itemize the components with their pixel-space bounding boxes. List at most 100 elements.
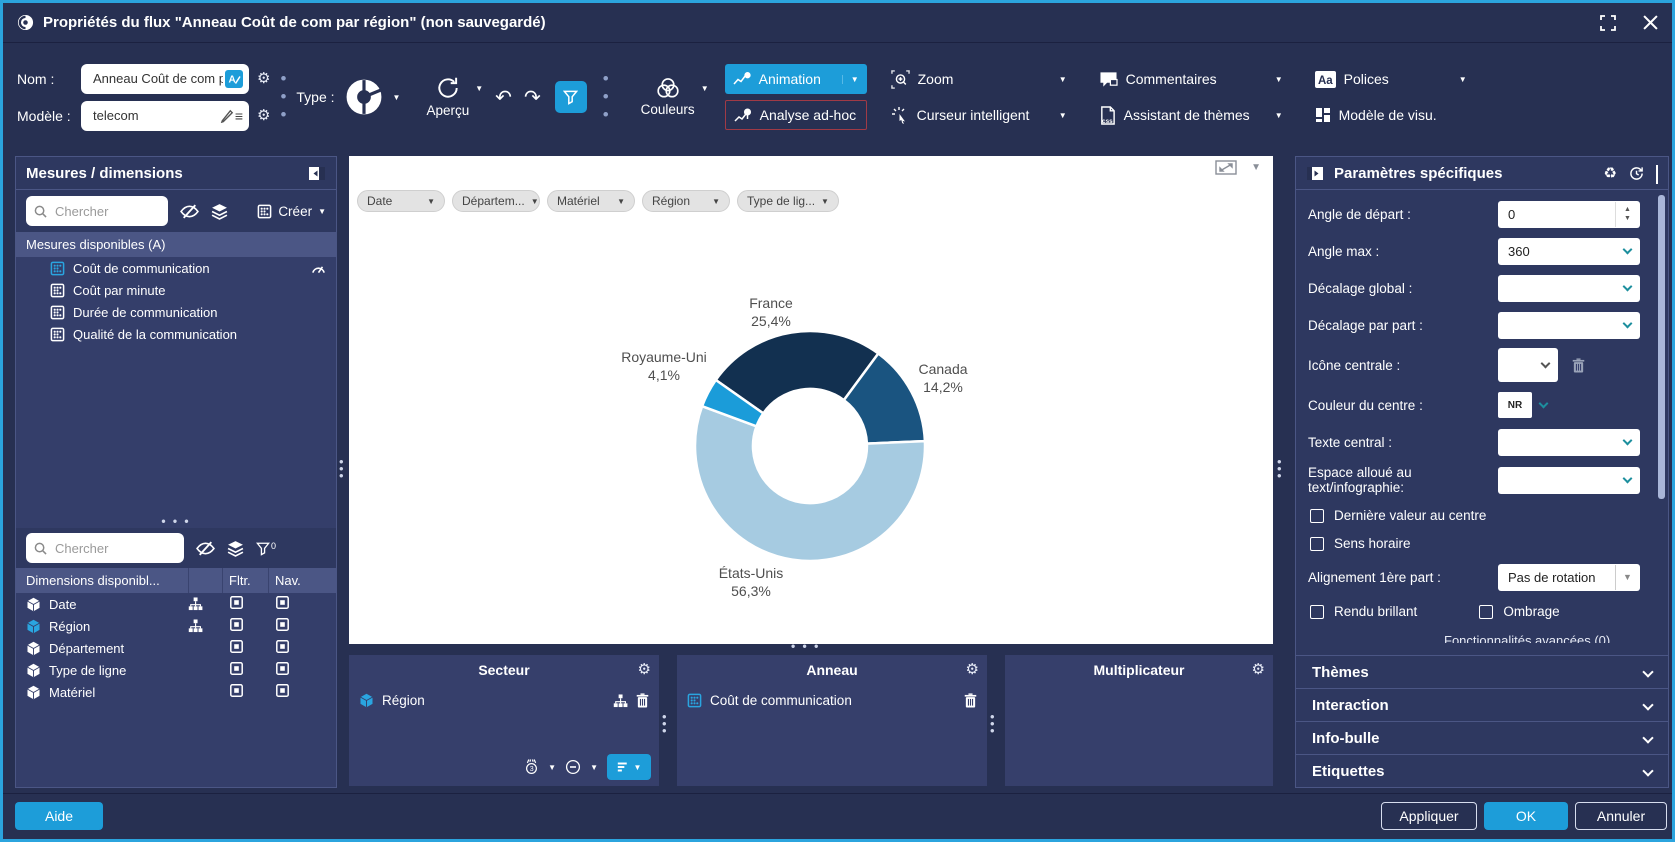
checkbox[interactable]: [1310, 508, 1324, 523]
dimension-row[interactable]: Département: [16, 637, 336, 659]
filter-pill[interactable]: Date ▼: [357, 190, 445, 212]
filter-pill[interactable]: Départem... ▼: [452, 190, 540, 212]
animation-button[interactable]: Animation ▼: [724, 64, 867, 94]
zoom-caret-icon[interactable]: ▼: [1058, 74, 1067, 84]
align-select[interactable]: Pas de rotation ▼: [1498, 563, 1640, 591]
dimension-row[interactable]: Date: [16, 593, 336, 615]
center-color-swatch[interactable]: NR: [1498, 392, 1532, 418]
topn-caret-icon[interactable]: ▼: [548, 762, 557, 772]
secteur-gear-icon[interactable]: ⚙: [637, 661, 651, 678]
nav-checkbox[interactable]: [276, 640, 289, 653]
polices-caret-icon[interactable]: ▼: [1458, 74, 1467, 84]
measure-row[interactable]: Durée de communication: [16, 301, 336, 323]
right-resize-handle[interactable]: • • •: [1277, 454, 1282, 484]
hide-icon[interactable]: [180, 204, 199, 219]
spinner-input[interactable]: 0 ▲ ▼: [1498, 200, 1640, 228]
chart-type-donut-icon[interactable]: [345, 78, 383, 116]
stepper-arrows[interactable]: ▲ ▼: [1615, 201, 1639, 227]
apercu-button[interactable]: Aperçu: [426, 76, 469, 118]
more-options-dots[interactable]: • • •: [602, 69, 609, 124]
section-info-bulle[interactable]: Info-bulle: [1296, 721, 1668, 754]
combo-input[interactable]: [1498, 274, 1640, 302]
collapse-section-icon[interactable]: [1656, 164, 1658, 184]
combo-input[interactable]: [1498, 428, 1640, 456]
history-icon[interactable]: [1629, 166, 1644, 181]
assistant-themes-button[interactable]: css Assistant de thèmes ▼: [1091, 100, 1291, 130]
secteur-bin[interactable]: Secteur ⚙ Région 3 ▼ ▼ ▼: [349, 655, 659, 786]
hierarchy-icon[interactable]: [188, 619, 222, 633]
aide-button[interactable]: Aide: [15, 802, 103, 830]
measure-row[interactable]: Coût de communication: [16, 257, 336, 279]
measure-row[interactable]: Coût par minute: [16, 279, 336, 301]
advanced-features-label[interactable]: Fonctionnalités avancées (0): [1444, 633, 1611, 643]
couleurs-button[interactable]: Couleurs: [641, 77, 695, 117]
dimension-row[interactable]: Région: [16, 615, 336, 637]
fltr-checkbox[interactable]: [230, 596, 243, 609]
donut-slice-Royaume-Uni[interactable]: [700, 378, 765, 428]
curseur-intelligent-button[interactable]: Curseur intelligent ▼: [883, 100, 1075, 130]
icon-select[interactable]: [1498, 348, 1558, 382]
annuler-button[interactable]: Annuler: [1575, 802, 1667, 830]
sort-button[interactable]: ▼: [607, 754, 651, 780]
multiplicateur-bin[interactable]: Multiplicateur ⚙: [1005, 655, 1273, 786]
fltr-checkbox[interactable]: [230, 618, 243, 631]
fltr-checkbox[interactable]: [230, 640, 243, 653]
anneau-gear-icon[interactable]: ⚙: [965, 661, 979, 678]
topn-medal-icon[interactable]: 3: [524, 758, 539, 776]
align-caret-icon[interactable]: ▼: [1615, 564, 1639, 590]
create-measure-button[interactable]: Créer ▼: [257, 204, 326, 219]
analyse-adhoc-button[interactable]: Analyse ad-hoc: [724, 100, 867, 130]
section-th-mes[interactable]: Thèmes: [1296, 655, 1668, 688]
combo-caret-icon[interactable]: [1615, 468, 1639, 493]
maximize-icon[interactable]: [1600, 14, 1616, 31]
nom-input[interactable]: [91, 70, 225, 87]
combo-caret-icon[interactable]: [1615, 313, 1639, 338]
polices-button[interactable]: Aa Polices ▼: [1307, 64, 1475, 94]
multiplicateur-gear-icon[interactable]: ⚙: [1251, 661, 1265, 678]
combo-caret-icon[interactable]: [1615, 276, 1639, 301]
nav-checkbox[interactable]: [276, 684, 289, 697]
close-icon[interactable]: [1643, 15, 1658, 30]
nav-checkbox[interactable]: [276, 618, 289, 631]
bin-resize-handle[interactable]: • • •: [990, 709, 995, 739]
nom-gear-icon[interactable]: ⚙: [257, 70, 271, 87]
hide-icon[interactable]: [196, 541, 215, 556]
fit-preview-icon[interactable]: [1215, 160, 1237, 175]
layers-icon[interactable]: [227, 540, 244, 557]
checkbox[interactable]: [1479, 604, 1494, 619]
donut-chart[interactable]: [690, 326, 930, 566]
nav-checkbox[interactable]: [276, 596, 289, 609]
measures-search-input[interactable]: [53, 202, 160, 220]
donut-slice-États-Unis[interactable]: [693, 404, 927, 563]
group-icon[interactable]: [565, 759, 581, 775]
assistant-caret-icon[interactable]: ▼: [1274, 110, 1283, 120]
type-caret-icon[interactable]: ▼: [392, 92, 401, 102]
translate-icon[interactable]: A: [225, 69, 243, 88]
trash-icon[interactable]: [964, 693, 977, 708]
group-caret-icon[interactable]: ▼: [590, 762, 598, 772]
dimension-row[interactable]: Matériel: [16, 681, 336, 703]
commentaires-caret-icon[interactable]: ▼: [1274, 74, 1283, 84]
fltr-checkbox[interactable]: [230, 662, 243, 675]
expand-panel-icon[interactable]: [1306, 166, 1324, 181]
donut-slice-France[interactable]: [714, 329, 880, 415]
anneau-bin[interactable]: Anneau ⚙ Coût de communication: [677, 655, 987, 786]
curseur-caret-icon[interactable]: ▼: [1058, 110, 1067, 120]
combo-input[interactable]: [1498, 466, 1640, 494]
trash-icon[interactable]: [636, 693, 649, 708]
couleurs-caret-icon[interactable]: ▼: [700, 83, 709, 93]
modele-gear-icon[interactable]: ⚙: [257, 107, 271, 124]
layers-icon[interactable]: [211, 203, 228, 220]
color-caret-icon[interactable]: [1538, 398, 1549, 409]
filter-button[interactable]: [554, 81, 587, 113]
bin-resize-handle[interactable]: • • •: [662, 709, 667, 739]
collapse-panel-icon[interactable]: [308, 166, 326, 181]
modele-visu-button[interactable]: Modèle de visu.: [1307, 100, 1475, 130]
modele-input[interactable]: [91, 107, 220, 124]
ok-button[interactable]: OK: [1484, 802, 1568, 830]
nav-checkbox[interactable]: [276, 662, 289, 675]
menu-icon[interactable]: ≡: [234, 107, 243, 124]
measure-row[interactable]: Qualité de la communication: [16, 323, 336, 345]
dimensions-search-input[interactable]: [53, 539, 176, 557]
preview-menu-caret-icon[interactable]: ▼: [1251, 162, 1261, 173]
